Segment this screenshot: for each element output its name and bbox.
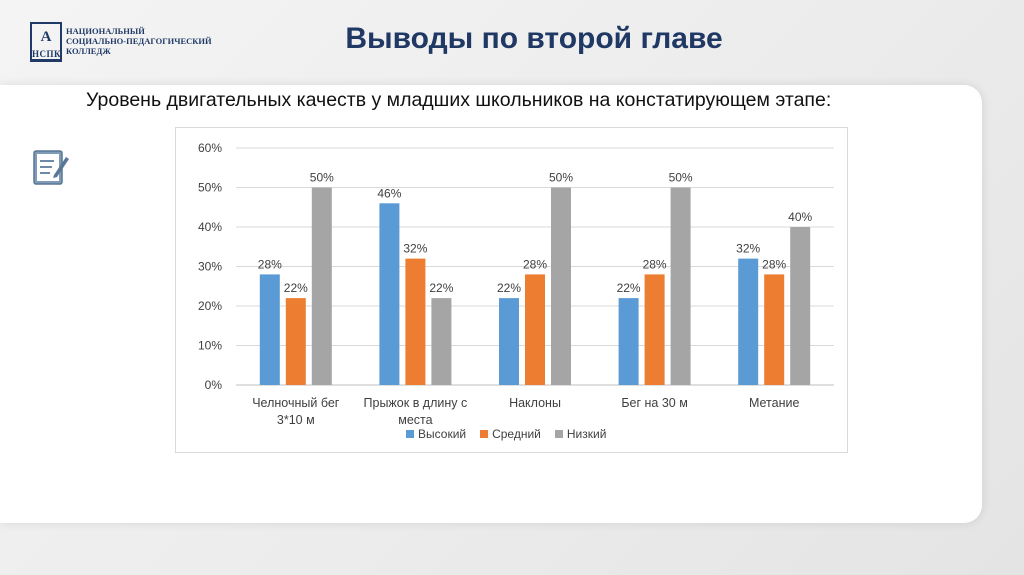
logo-line: НАЦИОНАЛЬНЫЙ bbox=[66, 26, 145, 36]
legend-swatch bbox=[406, 430, 414, 438]
y-tick-label: 0% bbox=[205, 378, 223, 392]
chart-container: 0% 10% 20% 30% 40% 50% 60% 28% 22% 50% Челночный б… bbox=[175, 127, 848, 453]
legend-label: Средний bbox=[492, 427, 541, 441]
legend-item: Низкий bbox=[554, 427, 607, 441]
y-tick-label: 10% bbox=[198, 339, 222, 353]
data-label: 32% bbox=[403, 242, 427, 256]
data-label: 22% bbox=[429, 281, 453, 295]
category-label: Наклоны bbox=[509, 396, 561, 410]
data-label: 32% bbox=[736, 242, 760, 256]
y-tick-label: 30% bbox=[198, 260, 222, 274]
data-label: 22% bbox=[497, 281, 521, 295]
bar bbox=[311, 187, 332, 385]
logo-abbreviation: НСПК bbox=[32, 49, 62, 59]
legend-item: Средний bbox=[480, 427, 541, 441]
data-label: 46% bbox=[377, 186, 401, 200]
category-label: места bbox=[398, 413, 432, 427]
y-tick-label: 50% bbox=[198, 181, 222, 195]
data-label: 50% bbox=[549, 171, 573, 185]
category-label: 3*10 м bbox=[277, 413, 315, 427]
bar bbox=[525, 274, 545, 385]
data-label: 28% bbox=[762, 257, 786, 271]
y-tick-label: 20% bbox=[198, 299, 222, 313]
bar bbox=[764, 274, 785, 385]
bar bbox=[670, 187, 691, 385]
slide-subtitle: Уровень двигательных качеств у младших ш… bbox=[86, 89, 832, 111]
logo-text: НАЦИОНАЛЬНЫЙ СОЦИАЛЬНО-ПЕДАГОГИЧЕСКИЙ КО… bbox=[66, 26, 212, 56]
bar bbox=[551, 187, 571, 385]
bar bbox=[259, 274, 280, 385]
data-label: 28% bbox=[643, 257, 667, 271]
data-label: 28% bbox=[258, 257, 282, 271]
bar bbox=[618, 298, 639, 385]
data-label: 22% bbox=[617, 281, 641, 295]
college-logo: А НСПК НАЦИОНАЛЬНЫЙ СОЦИАЛЬНО-ПЕДАГОГИЧЕ… bbox=[30, 22, 240, 66]
bar bbox=[285, 298, 306, 385]
bar bbox=[499, 298, 519, 385]
legend-label: Низкий bbox=[566, 427, 607, 441]
bar-chart: 0%10%20%30%40%50%60%28%22%50%Челночный б… bbox=[198, 141, 834, 427]
category-label: Прыжок в длину с bbox=[364, 396, 468, 410]
legend-swatch bbox=[480, 430, 489, 438]
logo-line: СОЦИАЛЬНО-ПЕДАГОГИЧЕСКИЙ bbox=[66, 36, 212, 46]
bar bbox=[738, 258, 759, 385]
category-label: Челночный бег bbox=[252, 396, 340, 410]
edit-note-icon bbox=[33, 150, 69, 185]
legend-swatch bbox=[554, 430, 563, 438]
legend-label: Высокий bbox=[418, 427, 467, 441]
logo-line: КОЛЛЕДЖ bbox=[66, 46, 111, 56]
bar bbox=[644, 274, 665, 385]
category-label: Метание bbox=[749, 396, 800, 410]
data-label: 28% bbox=[523, 257, 547, 271]
y-tick-label: 40% bbox=[198, 220, 222, 234]
logo-emblem: А bbox=[30, 22, 62, 62]
bar bbox=[405, 258, 426, 385]
bar bbox=[431, 298, 452, 385]
slide-title: Выводы по второй главе bbox=[345, 22, 723, 55]
y-tick-label: 60% bbox=[198, 141, 222, 155]
category-label: Бег на 30 м bbox=[621, 396, 688, 410]
chart-legend: Высокий Средний Низкий bbox=[406, 427, 606, 441]
legend-item: Высокий bbox=[406, 427, 466, 441]
bar bbox=[379, 203, 400, 385]
bar bbox=[790, 227, 811, 385]
data-label: 22% bbox=[284, 281, 308, 295]
data-label: 50% bbox=[310, 171, 334, 185]
data-label: 40% bbox=[788, 210, 812, 224]
data-label: 50% bbox=[669, 171, 693, 185]
